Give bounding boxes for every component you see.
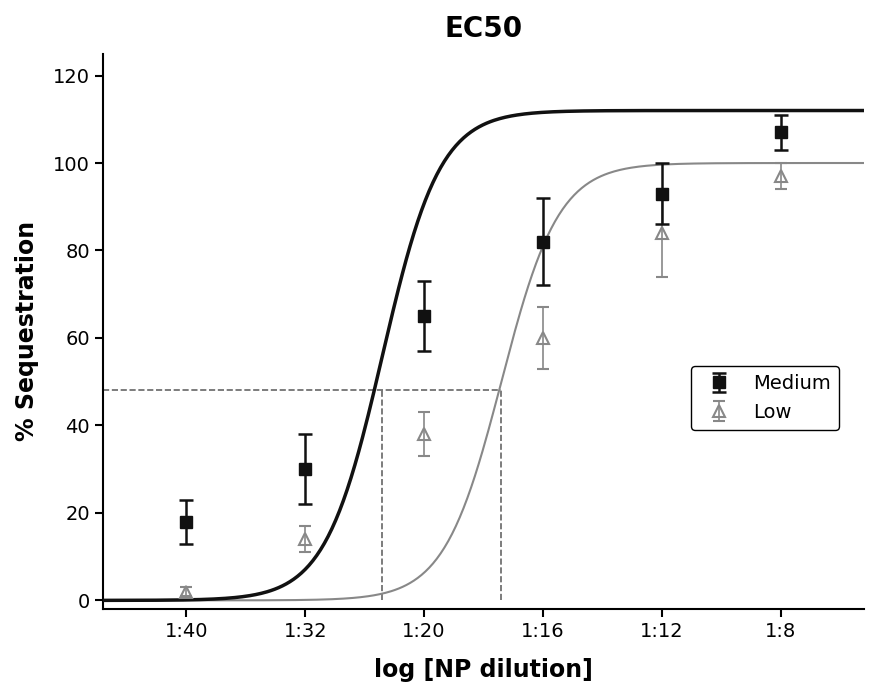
- Y-axis label: % Sequestration: % Sequestration: [15, 222, 39, 441]
- Title: EC50: EC50: [444, 15, 522, 43]
- Legend: Medium, Low: Medium, Low: [690, 367, 838, 429]
- X-axis label: log [NP dilution]: log [NP dilution]: [374, 658, 593, 682]
